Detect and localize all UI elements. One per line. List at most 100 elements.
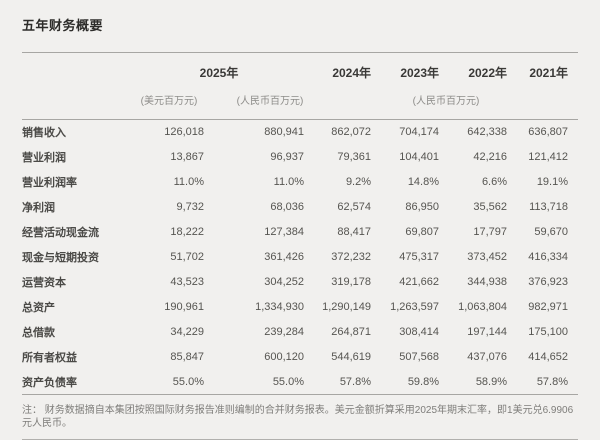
cell-value: 373,452 <box>467 251 508 263</box>
row-label: 总借款 <box>22 327 55 339</box>
row-label: 总资产 <box>22 302 55 314</box>
cell-value: 982,971 <box>528 301 569 313</box>
unit-header-usd-millions: (美元百万元) <box>140 95 198 107</box>
footnote: 注： 财务数据摘自本集团按照国际财务报告准则编制的合并财务报表。美元金额折算采用… <box>22 395 578 440</box>
cell-value: 197,144 <box>467 326 508 338</box>
table-row-total-borrowings: 总借款 34,229 239,284 264,871 308,414 197,1… <box>22 320 578 345</box>
cell-value: 58.9% <box>475 375 508 388</box>
cell-value: 264,871 <box>331 326 372 338</box>
cell-value: 600,120 <box>264 351 305 363</box>
cell-value: 239,284 <box>264 326 305 338</box>
year-header-2025: 2025年 <box>199 65 239 80</box>
cell-value: 862,072 <box>331 126 372 139</box>
financial-table: 2025年 2024年 2023年 2022年 2021年 (美元百万元) (人… <box>22 52 579 395</box>
year-header-2024: 2024年 <box>332 65 372 80</box>
cell-value: 85,847 <box>170 351 204 363</box>
unit-header-row: (美元百万元) (人民币百万元) (人民币百万元) <box>22 86 578 120</box>
cell-value: 42,216 <box>473 151 508 163</box>
row-label: 净利润 <box>22 202 55 214</box>
row-label: 资产负债率 <box>22 376 77 389</box>
table-row-owners-equity: 所有者权益 85,847 600,120 544,619 507,568 437… <box>22 345 578 370</box>
cell-value: 190,961 <box>164 301 204 313</box>
cell-value: 43,523 <box>170 276 204 288</box>
table-row-operating-margin: 营业利润率 11.0% 11.0% 9.2% 14.8% 6.6% 19.1% <box>22 170 578 195</box>
table-row-total-assets: 总资产 190,961 1,334,930 1,290,149 1,263,59… <box>22 295 578 320</box>
cell-value: 344,938 <box>467 276 508 288</box>
cell-value: 304,252 <box>264 276 305 288</box>
row-label: 所有者权益 <box>22 352 77 364</box>
year-header-2023: 2023年 <box>400 65 440 80</box>
table-row-operating-profit: 营业利润 13,867 96,937 79,361 104,401 42,216… <box>22 145 578 170</box>
cell-value: 421,662 <box>399 276 440 288</box>
cell-value: 6.6% <box>481 176 508 188</box>
row-label: 运营资本 <box>22 277 66 289</box>
cell-value: 86,950 <box>405 201 440 213</box>
cell-value: 880,941 <box>264 126 305 139</box>
cell-value: 1,334,930 <box>255 301 305 313</box>
cell-value: 59,670 <box>534 226 569 238</box>
cell-value: 96,937 <box>270 151 305 163</box>
cell-value: 59.8% <box>407 375 440 388</box>
cell-value: 19.1% <box>536 176 569 188</box>
year-header-2022: 2022年 <box>468 65 508 80</box>
cell-value: 62,574 <box>337 201 372 213</box>
table-row-debt-ratio: 资产负债率 55.0% 55.0% 57.8% 59.8% 58.9% 57.8… <box>22 370 578 395</box>
cell-value: 704,174 <box>399 126 440 139</box>
cell-value: 507,568 <box>399 351 440 363</box>
cell-value: 361,426 <box>264 251 305 263</box>
cell-value: 34,229 <box>170 326 204 338</box>
cell-value: 308,414 <box>399 326 440 338</box>
unit-header-rmb-millions-prior-years: (人民币百万元) <box>412 95 480 107</box>
cell-value: 1,263,597 <box>390 301 440 313</box>
cell-value: 475,317 <box>399 251 440 263</box>
cell-value: 57.8% <box>339 375 372 388</box>
row-label: 经营活动现金流 <box>22 227 99 239</box>
cell-value: 55.0% <box>272 375 305 388</box>
table-body: 销售收入 126,018 880,941 862,072 704,174 642… <box>22 120 579 395</box>
cell-value: 414,652 <box>528 351 569 363</box>
cell-value: 437,076 <box>467 351 508 363</box>
cell-value: 69,807 <box>405 226 440 238</box>
cell-value: 636,807 <box>528 126 569 139</box>
header-spacer <box>22 86 134 120</box>
cell-value: 121,412 <box>528 151 569 163</box>
cell-value: 175,100 <box>528 326 569 338</box>
row-label: 现金与短期投资 <box>22 252 99 264</box>
cell-value: 13,867 <box>170 151 204 163</box>
page-title: 五年财务概要 <box>22 18 104 33</box>
table-header: 2025年 2024年 2023年 2022年 2021年 (美元百万元) (人… <box>22 53 579 120</box>
cell-value: 113,718 <box>529 201 569 213</box>
year-header-2021: 2021年 <box>529 65 569 80</box>
table-row-net-profit: 净利润 9,732 68,036 62,574 86,950 35,562 11… <box>22 195 578 220</box>
cell-value: 642,338 <box>467 126 508 139</box>
cell-value: 1,063,804 <box>458 301 508 313</box>
cell-value: 544,619 <box>331 351 372 363</box>
table-row-cash-short-term-investments: 现金与短期投资 51,702 361,426 372,232 475,317 3… <box>22 245 578 270</box>
cell-value: 17,797 <box>473 226 508 238</box>
cell-value: 35,562 <box>473 201 508 213</box>
cell-value: 9,732 <box>176 201 204 213</box>
table-row-operating-cash-flow: 经营活动现金流 18,222 127,384 88,417 69,807 17,… <box>22 220 578 245</box>
cell-value: 14.8% <box>407 176 440 188</box>
cell-value: 57.8% <box>536 375 569 388</box>
cell-value: 1,290,149 <box>322 301 372 313</box>
cell-value: 88,417 <box>337 226 372 238</box>
cell-value: 68,036 <box>270 201 305 213</box>
row-label: 销售收入 <box>22 127 66 140</box>
cell-value: 104,401 <box>399 151 440 163</box>
cell-value: 51,702 <box>170 251 204 263</box>
cell-value: 11.0% <box>273 176 305 188</box>
row-label: 营业利润率 <box>22 177 77 189</box>
cell-value: 126,018 <box>164 126 204 139</box>
cell-value: 55.0% <box>172 375 204 388</box>
cell-value: 376,923 <box>528 276 569 288</box>
cell-value: 79,361 <box>337 151 372 163</box>
unit-header-rmb-millions-2025: (人民币百万元) <box>236 95 304 107</box>
cell-value: 416,334 <box>528 251 569 263</box>
year-header-row: 2025年 2024年 2023年 2022年 2021年 <box>22 53 578 87</box>
header-spacer <box>22 53 134 87</box>
cell-value: 18,222 <box>170 226 204 238</box>
table-row-working-capital: 运营资本 43,523 304,252 319,178 421,662 344,… <box>22 270 578 295</box>
cell-value: 127,384 <box>264 226 305 238</box>
